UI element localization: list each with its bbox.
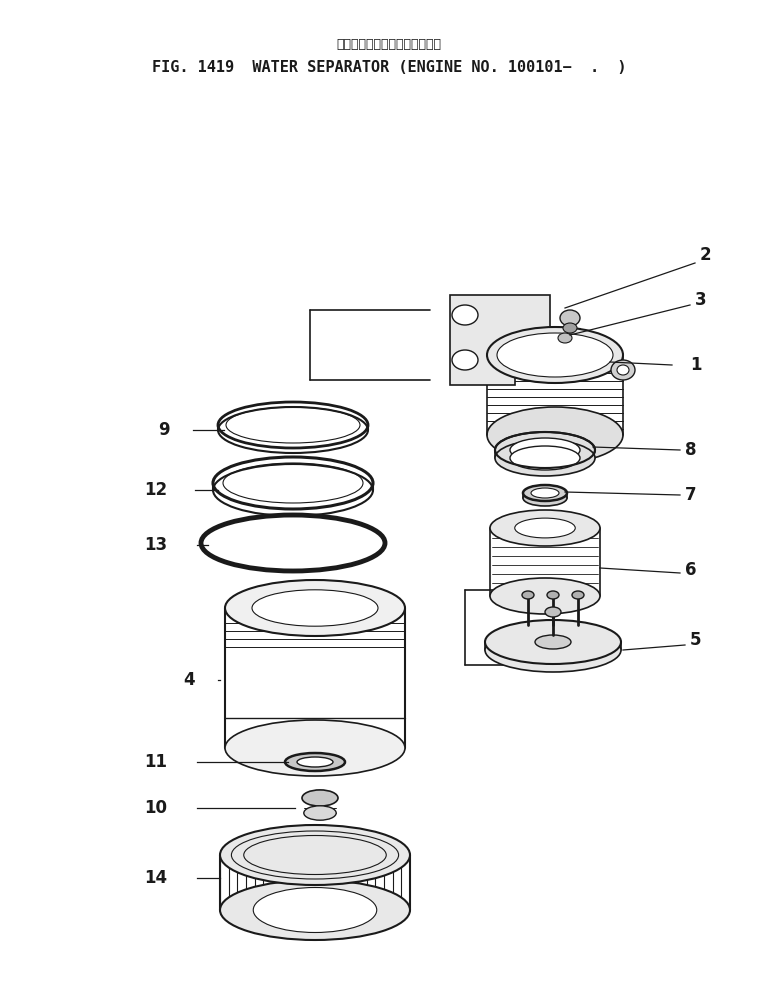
Ellipse shape	[611, 360, 635, 380]
Ellipse shape	[285, 753, 345, 771]
Ellipse shape	[485, 628, 621, 672]
Ellipse shape	[452, 350, 478, 370]
Text: 8: 8	[685, 441, 696, 459]
Text: 3: 3	[695, 291, 706, 309]
Text: 10: 10	[144, 799, 167, 817]
Polygon shape	[450, 295, 550, 385]
Ellipse shape	[558, 333, 572, 343]
Ellipse shape	[617, 365, 629, 375]
Ellipse shape	[545, 607, 561, 617]
Ellipse shape	[563, 323, 577, 333]
Text: 9: 9	[159, 421, 170, 439]
Text: ウォータセパレータ　適用号機: ウォータセパレータ 適用号機	[337, 38, 441, 51]
Ellipse shape	[220, 880, 410, 940]
Ellipse shape	[523, 485, 567, 501]
Ellipse shape	[497, 333, 613, 377]
Ellipse shape	[490, 510, 600, 546]
Ellipse shape	[487, 327, 623, 383]
Ellipse shape	[515, 518, 575, 538]
Ellipse shape	[522, 591, 534, 599]
Ellipse shape	[510, 446, 580, 470]
Ellipse shape	[495, 432, 595, 468]
Text: 1: 1	[690, 356, 702, 374]
Ellipse shape	[225, 720, 405, 776]
Ellipse shape	[226, 407, 360, 443]
Ellipse shape	[510, 438, 580, 462]
Ellipse shape	[302, 790, 338, 806]
Text: 13: 13	[144, 536, 167, 554]
Ellipse shape	[223, 463, 363, 503]
Ellipse shape	[531, 488, 559, 498]
Ellipse shape	[225, 580, 405, 636]
Ellipse shape	[560, 310, 580, 326]
Ellipse shape	[523, 490, 567, 506]
Ellipse shape	[490, 578, 600, 614]
Text: 11: 11	[144, 753, 167, 771]
Ellipse shape	[485, 620, 621, 664]
Ellipse shape	[572, 591, 584, 599]
Text: 2: 2	[700, 246, 712, 264]
Text: FIG. 1419  WATER SEPARATOR (ENGINE NO. 100101−  .  ): FIG. 1419 WATER SEPARATOR (ENGINE NO. 10…	[152, 61, 626, 76]
Ellipse shape	[452, 305, 478, 325]
Text: 7: 7	[685, 486, 696, 504]
Ellipse shape	[220, 825, 410, 885]
Ellipse shape	[254, 888, 377, 933]
Text: 14: 14	[144, 869, 167, 887]
Ellipse shape	[535, 635, 571, 649]
Ellipse shape	[303, 806, 336, 820]
Text: 4: 4	[184, 671, 195, 689]
Text: 6: 6	[685, 561, 696, 579]
Ellipse shape	[487, 407, 623, 463]
Ellipse shape	[495, 440, 595, 476]
Text: 5: 5	[690, 631, 702, 649]
Ellipse shape	[547, 591, 559, 599]
Text: 12: 12	[144, 481, 167, 499]
Ellipse shape	[252, 590, 378, 626]
Ellipse shape	[297, 757, 333, 767]
